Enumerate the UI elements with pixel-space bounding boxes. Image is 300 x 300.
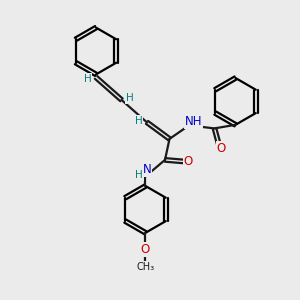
Text: O: O	[217, 142, 226, 155]
Text: O: O	[184, 155, 193, 168]
Text: H: H	[135, 116, 142, 126]
Text: H: H	[126, 93, 134, 103]
Text: NH: NH	[185, 115, 202, 128]
Text: N: N	[142, 163, 152, 176]
Text: O: O	[141, 243, 150, 256]
Text: CH₃: CH₃	[136, 262, 154, 272]
Text: H: H	[84, 74, 92, 84]
Text: H: H	[135, 170, 143, 180]
